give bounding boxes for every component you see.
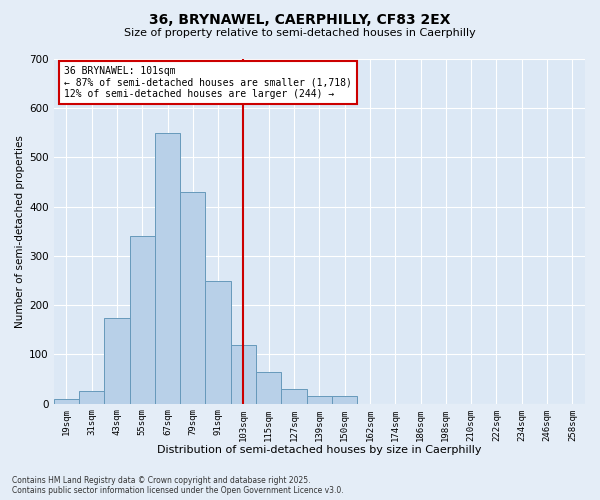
Bar bbox=[205, 280, 231, 404]
Y-axis label: Number of semi-detached properties: Number of semi-detached properties bbox=[15, 135, 25, 328]
Bar bbox=[53, 399, 79, 404]
Bar bbox=[130, 236, 155, 404]
Bar bbox=[332, 396, 357, 404]
Text: 36, BRYNAWEL, CAERPHILLY, CF83 2EX: 36, BRYNAWEL, CAERPHILLY, CF83 2EX bbox=[149, 12, 451, 26]
Bar bbox=[79, 392, 104, 404]
X-axis label: Distribution of semi-detached houses by size in Caerphilly: Distribution of semi-detached houses by … bbox=[157, 445, 482, 455]
Text: Contains HM Land Registry data © Crown copyright and database right 2025.
Contai: Contains HM Land Registry data © Crown c… bbox=[12, 476, 344, 495]
Bar bbox=[281, 389, 307, 404]
Bar bbox=[180, 192, 205, 404]
Text: Size of property relative to semi-detached houses in Caerphilly: Size of property relative to semi-detach… bbox=[124, 28, 476, 38]
Text: 36 BRYNAWEL: 101sqm
← 87% of semi-detached houses are smaller (1,718)
12% of sem: 36 BRYNAWEL: 101sqm ← 87% of semi-detach… bbox=[64, 66, 352, 99]
Bar bbox=[104, 318, 130, 404]
Bar bbox=[256, 372, 281, 404]
Bar bbox=[307, 396, 332, 404]
Bar bbox=[231, 344, 256, 404]
Bar bbox=[155, 133, 180, 404]
